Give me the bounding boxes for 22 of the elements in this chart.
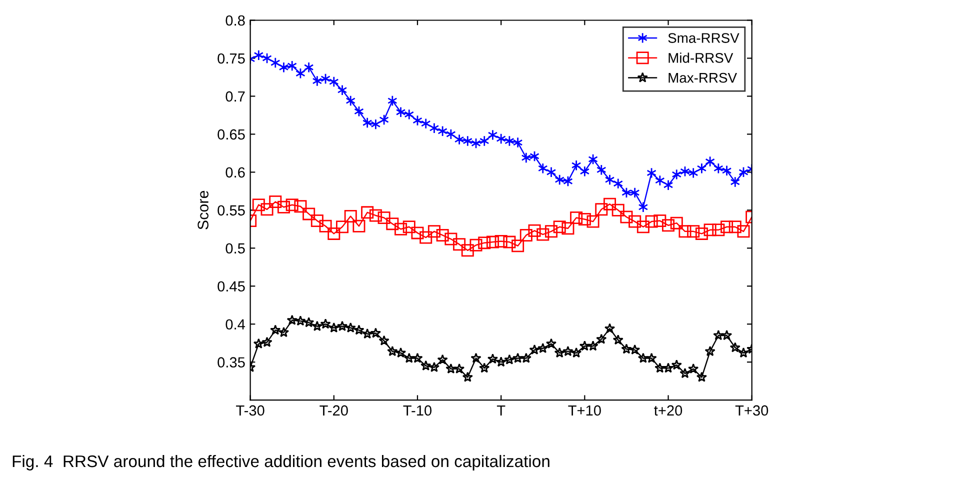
y-tick-label: 0.7 [226, 91, 245, 102]
y-axis-title: Score [198, 190, 208, 230]
y-tick-label: 0.65 [218, 129, 245, 140]
y-tick-label: 0.4 [226, 319, 246, 330]
y-tick-label: 0.8 [226, 15, 245, 26]
x-tick-label: T-20 [320, 405, 348, 416]
x-tick-label: T+10 [568, 405, 601, 416]
x-tick-label: t+20 [654, 405, 682, 416]
legend-label: Mid-RRSV [668, 52, 734, 63]
x-tick-label: T [496, 405, 506, 416]
x-tick-label: T+30 [735, 405, 768, 416]
y-tick-label: 0.5 [226, 243, 245, 254]
y-tick-label: 0.75 [218, 53, 245, 64]
y-tick-label: 0.6 [226, 167, 245, 178]
caption: Fig. 4 RRSV around the effective addition events based on capitalization [12, 454, 550, 470]
legend-label: Sma-RRSV [668, 33, 740, 43]
y-tick-label: 0.45 [218, 281, 245, 292]
x-tick-label: T-10 [403, 405, 432, 416]
legend-label: Max-RRSV [668, 72, 737, 83]
x-tick-label: T-30 [236, 405, 264, 416]
y-tick-label: 0.35 [218, 357, 245, 368]
y-tick-label: 0.55 [218, 205, 245, 216]
